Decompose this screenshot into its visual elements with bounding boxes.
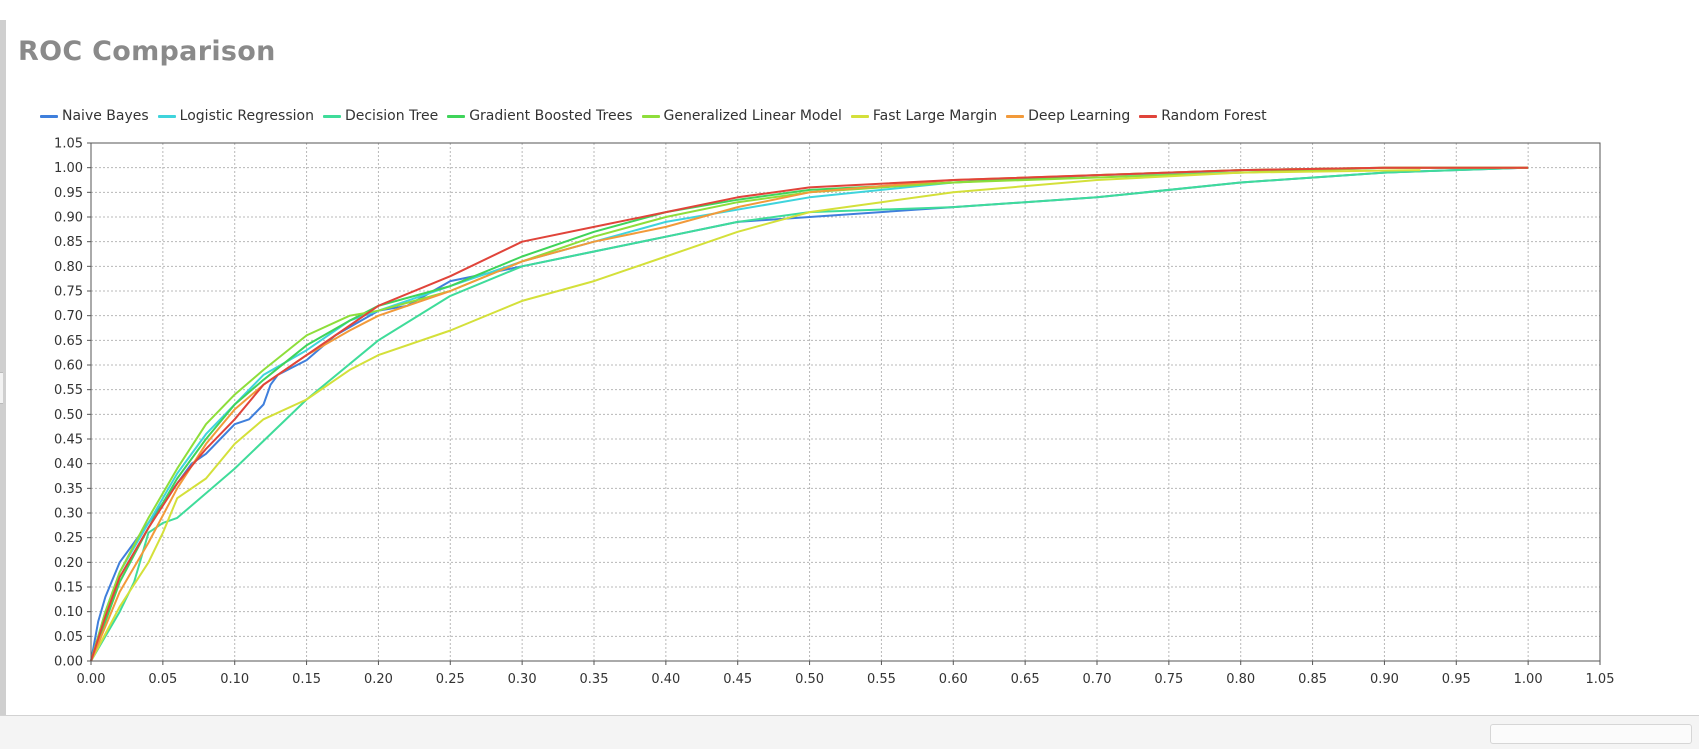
y-tick-label: 0.65: [54, 334, 83, 349]
x-tick-label: 1.00: [1514, 672, 1543, 687]
series-line-decision-tree: [90, 166, 1529, 662]
x-tick-label: 0.80: [1226, 672, 1255, 687]
legend-swatch: [1006, 114, 1025, 118]
y-tick-label: 0.45: [54, 433, 83, 448]
x-tick-label: 0.10: [220, 672, 249, 687]
legend-item-fast-large-margin[interactable]: Fast Large Margin: [850, 108, 998, 124]
x-tick-label: 0.15: [292, 672, 321, 687]
x-tick-label: 1.05: [1586, 672, 1615, 687]
legend-item-random-forest[interactable]: Random Forest: [1139, 108, 1267, 124]
grid-lines: [91, 143, 1600, 661]
x-tick-label: 0.70: [1083, 672, 1112, 687]
x-tick-label: 0.85: [1298, 672, 1327, 687]
y-tick-label: 0.15: [54, 581, 83, 596]
legend-label: Fast Large Margin: [872, 108, 998, 124]
legend-item-logistic-regression[interactable]: Logistic Regression: [157, 108, 314, 124]
y-tick-label: 0.35: [54, 482, 83, 497]
plot-border: [90, 142, 1601, 662]
x-tick-label: 0.45: [723, 672, 752, 687]
legend-swatch: [641, 114, 660, 118]
y-tick-label: 0.95: [54, 186, 83, 201]
y-tick-label: 1.05: [54, 137, 83, 152]
y-tick-label: 0.05: [54, 630, 83, 645]
x-tick-label: 0.40: [651, 672, 680, 687]
top-bar: [0, 0, 1699, 20]
y-tick-label: 0.40: [54, 457, 83, 472]
x-tick-label: 0.05: [148, 672, 177, 687]
y-tick-label: 0.55: [54, 383, 83, 398]
plot-area: [91, 143, 1600, 661]
legend-label: Logistic Regression: [179, 108, 314, 124]
y-tick-label: 0.75: [54, 285, 83, 300]
y-tick-label: 0.20: [54, 556, 83, 571]
legend-label: Generalized Linear Model: [663, 108, 842, 124]
y-tick-label: 0.30: [54, 507, 83, 522]
x-tick-label: 0.75: [1154, 672, 1183, 687]
series-line-fast-large-margin: [90, 169, 1421, 662]
x-tick-label: 0.65: [1011, 672, 1040, 687]
x-tick-label: 0.35: [580, 672, 609, 687]
legend-label: Naive Bayes: [62, 108, 149, 124]
x-tick-label: 0.60: [939, 672, 968, 687]
legend-label: Random Forest: [1161, 108, 1267, 124]
y-tick-label: 0.70: [54, 309, 83, 324]
y-tick-label: 0.80: [54, 260, 83, 275]
y-tick-label: 0.60: [54, 359, 83, 374]
y-tick-label: 0.85: [54, 235, 83, 250]
y-tick-label: 0.90: [54, 211, 83, 226]
x-tick-label: 0.95: [1442, 672, 1471, 687]
x-tick-label: 0.55: [867, 672, 896, 687]
legend-item-decision-tree[interactable]: Decision Tree: [322, 108, 439, 124]
x-tick-label: 0.00: [77, 672, 106, 687]
legend-item-deep-learning[interactable]: Deep Learning: [1006, 108, 1130, 124]
legend-swatch: [157, 114, 176, 118]
legend-swatch: [447, 114, 466, 118]
series-line-random-forest: [90, 166, 1529, 662]
legend-item-gradient-boosted-trees[interactable]: Gradient Boosted Trees: [447, 108, 633, 124]
y-tick-label: 0.00: [54, 655, 83, 670]
y-tick-label: 0.25: [54, 531, 83, 546]
chart-legend: Naive Bayes Logistic Regression Decision T…: [40, 106, 1276, 126]
x-tick-label: 0.25: [436, 672, 465, 687]
legend-swatch: [850, 114, 869, 118]
status-bar: [0, 715, 1699, 749]
y-tick-label: 0.10: [54, 605, 83, 620]
legend-swatch: [322, 114, 341, 118]
legend-swatch: [1139, 114, 1158, 118]
y-tick-label: 1.00: [54, 161, 83, 176]
left-splitter[interactable]: [0, 20, 6, 715]
series-line-gradient-boosted-trees: [90, 166, 1529, 662]
legend-label: Gradient Boosted Trees: [469, 108, 633, 124]
series-line-generalized-linear-model: [90, 166, 1529, 662]
legend-item-generalized-linear-model[interactable]: Generalized Linear Model: [641, 108, 842, 124]
splitter-grip[interactable]: [0, 372, 3, 404]
x-tick-label: 0.30: [508, 672, 537, 687]
legend-item-naive-bayes[interactable]: Naive Bayes: [40, 108, 149, 124]
x-tick-label: 0.90: [1370, 672, 1399, 687]
page-title: ROC Comparison: [18, 36, 276, 67]
legend-swatch: [40, 114, 58, 118]
x-tick-label: 0.50: [795, 672, 824, 687]
roc-chart: 0.00 0.05 0.10 0.15 0.20 0.25 0.30 0.35 0.40 0.45…: [54, 137, 1615, 688]
y-tick-label: 0.50: [54, 408, 83, 423]
legend-label: Deep Learning: [1028, 108, 1131, 124]
status-field: [1490, 724, 1692, 744]
legend-label: Decision Tree: [344, 108, 439, 124]
x-tick-label: 0.20: [364, 672, 393, 687]
